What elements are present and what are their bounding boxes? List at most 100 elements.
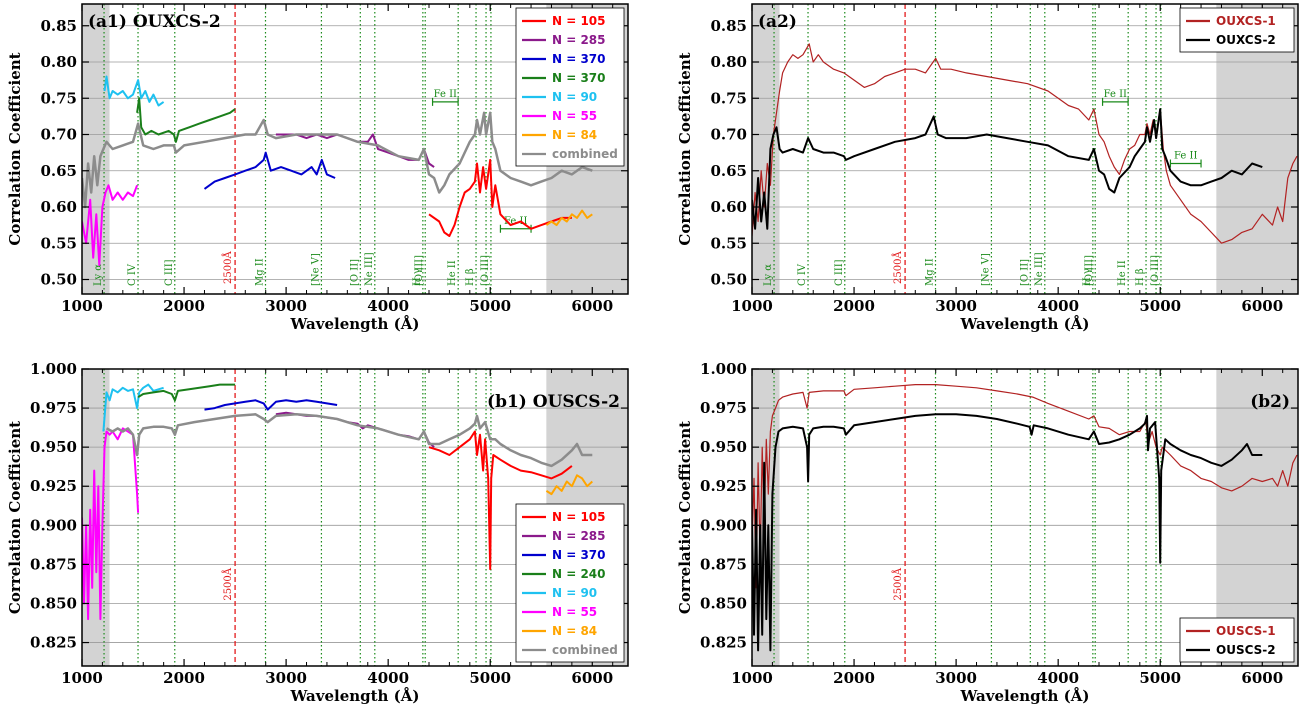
y-tick-label: 0.925 <box>700 477 747 495</box>
legend-label: N = 285 <box>552 529 606 543</box>
emission-line-label: H γ <box>1082 268 1093 286</box>
y-axis-label: Correlation Coefficient <box>6 421 24 614</box>
y-tick-label: 0.850 <box>700 594 747 612</box>
y-tick-label: 0.50 <box>710 271 747 289</box>
y-tick-label: 0.75 <box>40 89 77 107</box>
series-line <box>82 111 593 209</box>
y-tick-label: 0.50 <box>40 271 77 289</box>
series-line <box>203 151 336 190</box>
x-tick-label: 5000 <box>1139 297 1181 315</box>
series-line <box>428 430 573 571</box>
emission-line-label: He II <box>1117 260 1128 286</box>
legend-label: OUSCS-1 <box>1216 624 1276 638</box>
series-line <box>752 108 1263 230</box>
legend: N = 105 N = 285 N = 370 N = 370 N = 90 N = 55… <box>515 7 625 167</box>
fe-ii-label: Fe II <box>434 89 457 100</box>
emission-line-label: He II <box>447 260 458 286</box>
shaded-region <box>1216 369 1298 666</box>
x-tick-label: 3000 <box>265 669 307 687</box>
series-line <box>545 474 593 496</box>
legend-label: N = 370 <box>552 52 606 66</box>
emission-line-label: H β <box>1135 268 1146 286</box>
y-tick-label: 0.875 <box>700 555 747 573</box>
x-axis-label: Wavelength (Å) <box>959 687 1089 705</box>
y-tick-label: 0.900 <box>700 516 747 534</box>
series-line <box>275 411 435 448</box>
legend-label: OUSCS-2 <box>1216 643 1276 657</box>
y-tick-label: 0.975 <box>30 399 77 417</box>
y-tick-label: 0.85 <box>40 17 77 35</box>
y-axis-label: Correlation Coefficient <box>6 52 24 245</box>
legend-label: combined <box>552 147 618 161</box>
y-tick-label: 0.70 <box>710 126 747 144</box>
x-tick-label: 1000 <box>61 297 103 315</box>
emission-line-label: C IV <box>127 263 138 286</box>
emission-line-label: [O III] <box>1150 255 1161 286</box>
emission-line-label: [O III] <box>414 255 425 286</box>
legend-label: N = 90 <box>552 90 597 104</box>
emission-line-label: Ne III] <box>364 252 375 286</box>
legend-label: N = 84 <box>552 128 597 142</box>
series-group <box>752 43 1298 244</box>
fe-ii-label: Fe II <box>1104 89 1127 100</box>
y-tick-label: 0.65 <box>710 162 747 180</box>
legend-label: OUXCS-2 <box>1216 33 1276 47</box>
legend-label: N = 240 <box>552 567 606 581</box>
legend-label: N = 84 <box>552 624 597 638</box>
plot-frame <box>81 368 629 667</box>
y-tick-label: 0.925 <box>30 477 77 495</box>
emission-line-label: C IV <box>797 263 808 286</box>
y-tick-label: 0.975 <box>700 399 747 417</box>
emission-line-label: [O III] <box>480 255 491 286</box>
y-tick-label: 0.85 <box>710 17 747 35</box>
plot-frame <box>81 3 629 295</box>
fe-ii-label: Fe II <box>1174 151 1197 162</box>
series-line <box>752 43 1298 244</box>
x-tick-label: 3000 <box>265 297 307 315</box>
emission-line-label: Mg II <box>924 258 935 286</box>
emission-line-label: [O II] <box>349 259 360 286</box>
legend-label: N = 55 <box>552 109 597 123</box>
y-tick-label: 1.000 <box>700 360 747 378</box>
x-tick-label: 6000 <box>571 669 613 687</box>
emission-line-label: C III] <box>834 259 845 286</box>
x-axis-label: Wavelength (Å) <box>959 315 1089 333</box>
plot-frame <box>751 3 1299 295</box>
x-tick-label: 2000 <box>163 297 205 315</box>
panel-b1: 2500Å 1000 2000 3000 4000 5000 6000 0.825 0.850 0… <box>6 360 629 705</box>
legend-label: N = 105 <box>552 510 606 524</box>
x-tick-label: 1000 <box>731 669 773 687</box>
reference-line-label: 2500Å <box>222 567 234 600</box>
panel-a2: Ly α C IV C III] Mg II [Ne V] [O II] Ne III] H … <box>676 3 1299 333</box>
legend-box <box>515 7 625 167</box>
series-line <box>275 133 435 168</box>
emission-line-label: H γ <box>412 268 423 286</box>
series-line <box>136 97 236 143</box>
x-tick-label: 6000 <box>1241 669 1283 687</box>
x-tick-label: 2000 <box>833 297 875 315</box>
y-tick-label: 0.65 <box>40 162 77 180</box>
series-line <box>105 413 593 468</box>
series-line <box>545 209 593 227</box>
x-tick-label: 3000 <box>935 669 977 687</box>
y-tick-label: 0.60 <box>710 198 747 216</box>
emission-line-label: Mg II <box>254 258 265 286</box>
y-tick-label: 0.80 <box>40 53 77 71</box>
series-line <box>102 383 164 432</box>
y-tick-label: 0.825 <box>30 634 77 652</box>
y-tick-label: 0.825 <box>700 634 747 652</box>
series-line <box>137 383 236 402</box>
x-tick-label: 4000 <box>367 669 409 687</box>
series-line <box>752 413 1263 652</box>
x-tick-label: 5000 <box>1139 669 1181 687</box>
series-line <box>82 184 139 266</box>
emission-line-label: Ly α <box>763 264 774 286</box>
x-tick-label: 4000 <box>1037 297 1079 315</box>
legend-box <box>515 503 625 663</box>
x-tick-label: 5000 <box>469 669 511 687</box>
y-tick-label: 0.850 <box>30 594 77 612</box>
panel-label: (b2) <box>1250 392 1290 412</box>
x-axis-label: Wavelength (Å) <box>289 315 419 333</box>
x-tick-label: 2000 <box>833 669 875 687</box>
y-tick-label: 0.75 <box>710 89 747 107</box>
